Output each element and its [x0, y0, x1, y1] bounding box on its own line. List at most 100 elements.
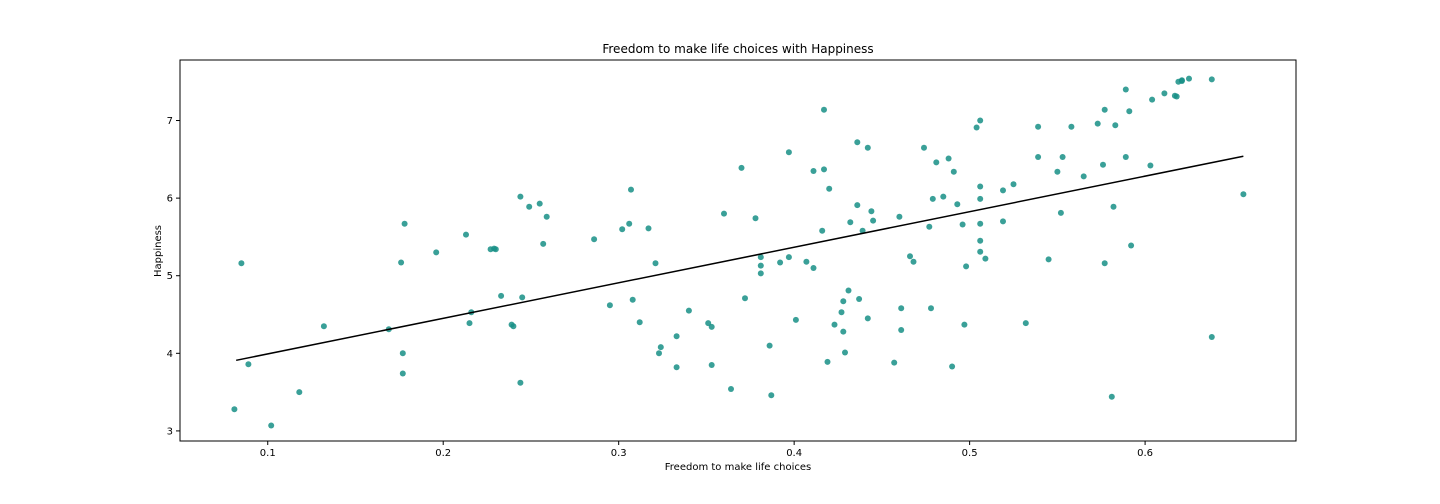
data-point: [1068, 123, 1075, 130]
data-point: [1110, 203, 1117, 210]
data-point: [973, 124, 980, 131]
regression-line-layer: [236, 155, 1244, 362]
data-point: [945, 155, 952, 162]
data-point: [859, 227, 866, 234]
data-point: [398, 259, 405, 266]
data-point: [977, 195, 984, 202]
data-point: [498, 292, 505, 299]
data-point: [492, 246, 499, 253]
data-point: [768, 392, 775, 399]
data-points: [231, 75, 1247, 429]
data-point: [977, 220, 984, 227]
x-tick-label: 0.1: [260, 448, 276, 459]
data-point: [738, 164, 745, 171]
data-point: [1122, 154, 1129, 160]
data-point: [1101, 106, 1108, 113]
y-tick-label: 4: [167, 349, 173, 360]
data-point: [742, 295, 748, 302]
data-point: [1059, 154, 1066, 160]
data-point: [591, 236, 598, 243]
data-point: [752, 215, 759, 222]
data-point: [652, 260, 659, 267]
data-point: [1173, 93, 1180, 100]
data-point: [840, 298, 847, 305]
data-point: [1054, 168, 1061, 175]
data-point: [854, 139, 861, 146]
data-point: [433, 249, 440, 256]
data-point: [785, 254, 792, 261]
data-point: [819, 227, 826, 234]
data-point: [898, 305, 905, 312]
data-point: [785, 149, 792, 156]
x-tick-label: 0.4: [786, 448, 802, 459]
data-point: [847, 219, 854, 226]
data-point: [838, 309, 845, 316]
data-point: [963, 263, 970, 270]
data-point: [1000, 218, 1006, 225]
data-point: [977, 248, 984, 255]
data-point: [856, 296, 863, 302]
data-point: [1000, 187, 1006, 194]
y-axis: 3 4 5 6 7: [167, 116, 180, 437]
data-point: [401, 220, 408, 227]
data-point: [961, 321, 968, 328]
x-tick-label: 0.6: [1137, 448, 1153, 459]
data-point: [1161, 90, 1168, 97]
data-point: [673, 364, 680, 371]
chart-title: Freedom to make life choices with Happin…: [602, 42, 873, 56]
data-point: [907, 253, 913, 260]
data-point: [810, 168, 817, 174]
y-tick-label: 5: [167, 271, 173, 282]
data-point: [1186, 75, 1192, 82]
data-point: [1080, 173, 1087, 180]
data-point: [977, 183, 984, 190]
data-point: [1108, 393, 1115, 400]
data-point: [840, 328, 847, 335]
data-point: [1240, 191, 1247, 198]
data-point: [320, 323, 327, 330]
data-point: [757, 270, 764, 277]
data-point: [399, 370, 406, 377]
data-point: [845, 287, 852, 294]
data-point: [628, 186, 634, 193]
data-point: [526, 203, 533, 210]
data-point: [1057, 209, 1064, 216]
x-tick-label: 0.2: [435, 448, 451, 459]
data-point: [1035, 154, 1042, 160]
data-point: [1208, 76, 1215, 83]
data-point: [929, 195, 936, 202]
data-point: [619, 226, 626, 233]
data-point: [466, 320, 473, 327]
data-point: [870, 217, 877, 224]
data-point: [1122, 86, 1129, 93]
data-point: [268, 422, 275, 429]
data-point: [891, 359, 898, 366]
data-point: [792, 316, 799, 323]
data-point: [656, 350, 662, 357]
data-point: [1178, 78, 1185, 84]
data-point: [910, 258, 917, 265]
x-tick-label: 0.5: [962, 448, 978, 459]
data-point: [777, 259, 784, 266]
data-point: [673, 333, 680, 340]
data-point: [1100, 161, 1106, 168]
data-point: [824, 358, 831, 365]
data-point: [399, 350, 406, 357]
data-point: [826, 185, 833, 192]
data-point: [940, 193, 947, 200]
data-point: [982, 255, 989, 262]
data-point: [1149, 96, 1156, 103]
data-point: [854, 202, 861, 209]
data-point: [629, 296, 636, 303]
data-point: [821, 106, 827, 113]
x-axis: 0.1 0.2 0.3 0.4 0.5 0.6: [260, 441, 1153, 459]
data-point: [708, 323, 715, 330]
data-point: [543, 213, 550, 220]
data-point: [510, 323, 517, 330]
data-point: [928, 305, 934, 312]
y-tick-label: 7: [167, 116, 173, 127]
regression-line: [236, 155, 1244, 362]
data-point: [1010, 181, 1017, 188]
data-point: [1128, 242, 1135, 249]
data-point: [954, 201, 961, 208]
